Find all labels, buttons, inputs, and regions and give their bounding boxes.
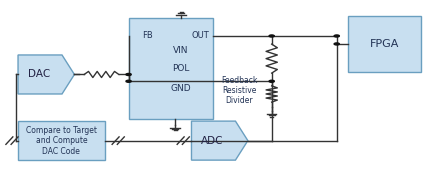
FancyBboxPatch shape [347, 16, 420, 72]
Text: POL: POL [172, 64, 189, 73]
FancyBboxPatch shape [128, 18, 213, 119]
Text: Compare to Target
and Compute
DAC Code: Compare to Target and Compute DAC Code [26, 126, 97, 155]
Text: ADC: ADC [201, 136, 223, 146]
Text: FB: FB [142, 31, 152, 41]
Circle shape [126, 80, 131, 82]
FancyBboxPatch shape [18, 121, 105, 160]
Polygon shape [18, 55, 74, 94]
Circle shape [126, 74, 131, 75]
Circle shape [269, 35, 274, 37]
Circle shape [269, 80, 274, 82]
Text: FPGA: FPGA [369, 39, 398, 49]
Text: GND: GND [170, 84, 191, 93]
Text: Feedback
Resistive
Divider: Feedback Resistive Divider [220, 76, 257, 106]
Polygon shape [191, 121, 247, 160]
Text: DAC: DAC [28, 69, 50, 80]
Text: OUT: OUT [191, 31, 208, 41]
Circle shape [333, 43, 339, 45]
Circle shape [333, 35, 339, 37]
Text: VIN: VIN [173, 46, 188, 55]
